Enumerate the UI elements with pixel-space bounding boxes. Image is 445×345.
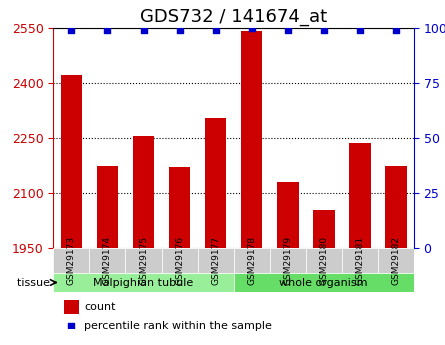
- Point: [320, 27, 328, 32]
- FancyBboxPatch shape: [53, 273, 234, 293]
- Bar: [205, 118, 227, 345]
- Text: whole organism: whole organism: [279, 277, 368, 287]
- Title: GDS732 / 141674_at: GDS732 / 141674_at: [140, 8, 327, 26]
- Point: [104, 27, 111, 32]
- FancyBboxPatch shape: [162, 248, 198, 273]
- FancyBboxPatch shape: [234, 273, 414, 293]
- Bar: [349, 144, 371, 345]
- Text: GSM29180: GSM29180: [319, 236, 328, 285]
- Text: GSM29178: GSM29178: [247, 236, 256, 285]
- FancyBboxPatch shape: [198, 248, 234, 273]
- Bar: [61, 76, 82, 345]
- Text: GSM29179: GSM29179: [283, 236, 292, 285]
- Point: [248, 25, 255, 30]
- Text: GSM29177: GSM29177: [211, 236, 220, 285]
- Text: count: count: [84, 302, 116, 312]
- Bar: [64, 299, 79, 314]
- Text: GSM29181: GSM29181: [355, 236, 364, 285]
- Point: [140, 27, 147, 32]
- FancyBboxPatch shape: [378, 248, 414, 273]
- Point: [356, 27, 364, 32]
- Bar: [313, 210, 335, 345]
- FancyBboxPatch shape: [234, 248, 270, 273]
- Bar: [97, 166, 118, 345]
- Point: [284, 27, 291, 32]
- Text: GSM29174: GSM29174: [103, 236, 112, 285]
- Text: Malpighian tubule: Malpighian tubule: [93, 277, 194, 287]
- Point: [68, 323, 75, 329]
- Bar: [385, 166, 407, 345]
- Bar: [169, 167, 190, 345]
- Point: [212, 27, 219, 32]
- Bar: [133, 136, 154, 345]
- Text: percentile rank within the sample: percentile rank within the sample: [84, 321, 272, 331]
- FancyBboxPatch shape: [89, 248, 125, 273]
- FancyBboxPatch shape: [270, 248, 306, 273]
- Point: [176, 27, 183, 32]
- Text: GSM29173: GSM29173: [67, 236, 76, 285]
- Text: tissue: tissue: [17, 277, 53, 287]
- FancyBboxPatch shape: [53, 248, 89, 273]
- FancyBboxPatch shape: [342, 248, 378, 273]
- Bar: [241, 31, 263, 345]
- Point: [392, 27, 400, 32]
- Text: GSM29175: GSM29175: [139, 236, 148, 285]
- Point: [68, 27, 75, 32]
- Text: GSM29182: GSM29182: [391, 236, 401, 285]
- FancyBboxPatch shape: [306, 248, 342, 273]
- FancyBboxPatch shape: [125, 248, 162, 273]
- Bar: [277, 182, 299, 345]
- Text: GSM29176: GSM29176: [175, 236, 184, 285]
